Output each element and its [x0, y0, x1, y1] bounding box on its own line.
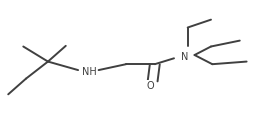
Text: O: O — [146, 81, 154, 91]
Text: N: N — [181, 52, 188, 62]
Text: NH: NH — [82, 67, 96, 77]
